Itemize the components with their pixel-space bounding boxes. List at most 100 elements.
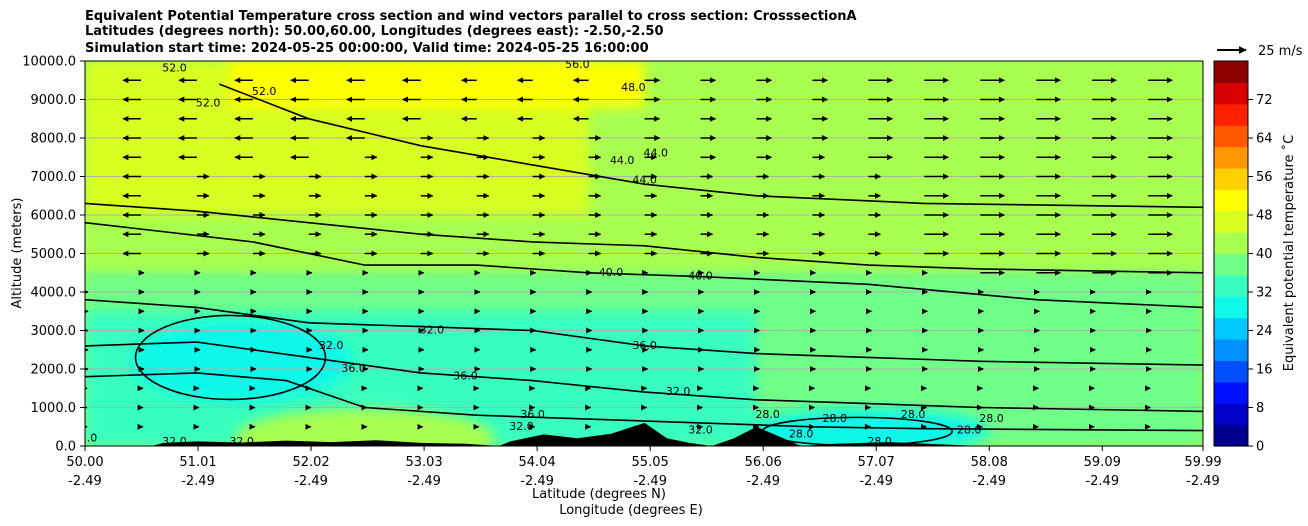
contour-label-14: 32.0 xyxy=(319,339,344,352)
contour-label-4: 48.0 xyxy=(621,81,646,94)
colorbar-tick-label-7: 56 xyxy=(1256,170,1273,185)
x-tick-label-lon-1: -2.49 xyxy=(181,474,215,489)
contour-40 xyxy=(85,298,1203,366)
y-tick-label-3: 3000.0 xyxy=(31,324,77,339)
y-tick-label-2: 2000.0 xyxy=(31,363,77,378)
x-tick-label-lat-2: 52.02 xyxy=(292,455,329,470)
contour-label-22: 28.0 xyxy=(901,408,926,421)
contour-label-6: 44.0 xyxy=(644,146,669,159)
y-tick-label-10: 10000.0 xyxy=(22,55,76,70)
quiver-key: 25 m/s xyxy=(1217,44,1303,59)
colorbar-tick-label-5: 40 xyxy=(1256,247,1273,262)
contour-label-13: 36.0 xyxy=(520,408,545,421)
colorbar-segment-10 xyxy=(1214,210,1248,233)
y-tick-label-5: 5000.0 xyxy=(31,247,77,262)
x-tick-label-lat-4: 54.04 xyxy=(519,455,556,470)
colorbar-tick-label-3: 24 xyxy=(1256,324,1273,339)
x-tick-label-lon-0: -2.49 xyxy=(68,474,102,489)
x-tick-label-lat-8: 58.08 xyxy=(971,455,1008,470)
y-tick-label-4: 4000.0 xyxy=(31,286,77,301)
contour-label-1: 52.0 xyxy=(162,62,187,75)
contour-label-10: 36.0 xyxy=(632,339,657,352)
y-tick-label-0: 0.0 xyxy=(55,440,76,455)
y-tick-label-7: 7000.0 xyxy=(31,170,77,185)
x-tick-label-lat-6: 56.06 xyxy=(745,455,782,470)
colorbar-segment-6 xyxy=(1214,296,1248,319)
terrain xyxy=(152,422,981,446)
contour-label-21: 28.0 xyxy=(823,412,848,425)
chart-title: Equivalent Potential Temperature cross s… xyxy=(85,9,857,56)
colorbar-tick-label-0: 0 xyxy=(1256,440,1264,455)
contour-label-11: 36.0 xyxy=(341,362,366,375)
x-tick-label-lon-9: -2.49 xyxy=(1085,474,1119,489)
x-tick-label-lat-1: 51.01 xyxy=(179,455,216,470)
colorbar-segment-7 xyxy=(1214,274,1248,297)
x-axis-ticks: 50.00 -2.49 51.01 -2.49 52.02 -2.49 53.03 -2.49… xyxy=(66,446,1222,489)
contour-label-15: 32.0 xyxy=(420,324,445,337)
colorbar-ticks: 0 8 16 24 32 40 48 56 64 72 xyxy=(1248,93,1273,455)
x-tick-label-lat-5: 55.05 xyxy=(632,455,669,470)
contour-label-25: 28.0 xyxy=(867,435,892,448)
colorbar-tick-label-4: 32 xyxy=(1256,286,1273,301)
y-axis-ticks: 0.0 1000.0 2000.0 3000.0 4000.0 5000.0 6000.0 7… xyxy=(22,55,85,455)
contour-label-26: 28.0 xyxy=(789,427,814,440)
contour-label-5: 44.0 xyxy=(610,154,635,167)
contour-label-24: 28.0 xyxy=(957,424,982,437)
colorbar-tick-label-2: 16 xyxy=(1256,363,1273,378)
filled-contours xyxy=(85,61,1203,446)
x-tick-label-lon-3: -2.49 xyxy=(407,474,441,489)
contour-52 xyxy=(219,83,1203,209)
title-line-3: Simulation start time: 2024-05-25 00:00:… xyxy=(85,41,649,56)
x-tick-label-lon-7: -2.49 xyxy=(859,474,893,489)
colorbar-segment-14 xyxy=(1214,125,1248,148)
colorbar-tick-label-8: 64 xyxy=(1256,132,1273,147)
x-tick-label-lat-9: 59.09 xyxy=(1084,455,1121,470)
contour-labels: 56.0 52.0 52.0 52.0 48.0 44.0 44.0 44.0 40.0 40.0… xyxy=(73,61,1004,448)
x-axis-label-latitude: Latitude (degrees N) xyxy=(532,487,666,502)
x-tick-label-lat-7: 57.07 xyxy=(858,455,895,470)
colorbar-segment-17 xyxy=(1214,61,1248,83)
colorbar-segment-2 xyxy=(1214,381,1248,404)
x-tick-label-lon-10: -2.49 xyxy=(1186,474,1220,489)
colorbar-segment-8 xyxy=(1214,253,1248,276)
colorbar-tick-label-1: 8 xyxy=(1256,401,1264,416)
contour-label-7: 44.0 xyxy=(632,173,657,186)
colorbar-segment-3 xyxy=(1214,360,1248,383)
colorbar-segment-13 xyxy=(1214,146,1248,169)
colorbar-segment-4 xyxy=(1214,339,1248,362)
colorbar-segment-0 xyxy=(1214,424,1248,447)
y-tick-label-8: 8000.0 xyxy=(31,132,77,147)
colorbar-tick-label-9: 72 xyxy=(1256,93,1273,108)
x-tick-label-lon-6: -2.49 xyxy=(746,474,780,489)
contour-label-16: 32.0 xyxy=(666,385,691,398)
contour-label-3: 52.0 xyxy=(252,85,277,98)
y-axis-label: Altitude (meters) xyxy=(10,198,25,309)
colorbar-tick-label-6: 48 xyxy=(1256,209,1273,224)
contour-label-19: 32.0 xyxy=(229,435,254,448)
y-tick-label-9: 9000.0 xyxy=(31,93,77,108)
x-tick-label-lon-8: -2.49 xyxy=(972,474,1006,489)
x-tick-label-lat-0: 50.00 xyxy=(66,455,103,470)
contour-48 xyxy=(85,202,1203,274)
x-tick-label-lon-4: -2.49 xyxy=(520,474,554,489)
x-tick-label-lat-10: 59.99 xyxy=(1184,455,1221,470)
x-tick-label-lon-5: -2.49 xyxy=(633,474,667,489)
colorbar-segment-16 xyxy=(1214,82,1248,105)
contour-label-12: 36.0 xyxy=(453,370,478,383)
y-tick-label-6: 6000.0 xyxy=(31,209,77,224)
contour-label-23: 28.0 xyxy=(979,412,1004,425)
y-tick-label-1: 1000.0 xyxy=(31,401,77,416)
x-tick-label-lat-3: 53.03 xyxy=(405,455,442,470)
fill-cold-pool xyxy=(131,321,352,402)
contour-label-20: 28.0 xyxy=(755,408,780,421)
x-axis-label-longitude: Longitude (degrees E) xyxy=(559,503,703,518)
contour-label-18: 32.0 xyxy=(162,435,187,448)
contour-label-17: 32.0 xyxy=(73,431,98,444)
wind-vectors xyxy=(85,77,1173,430)
colorbar-segment-1 xyxy=(1214,403,1248,426)
plot-area: 56.0 52.0 52.0 52.0 48.0 44.0 44.0 44.0 40.0 40.0… xyxy=(73,61,1203,448)
x-tick-label-lon-2: -2.49 xyxy=(294,474,328,489)
contour-label-28: 32.0 xyxy=(688,424,713,437)
colorbar: 0 8 16 24 32 40 48 56 64 72 Equivalent potential … xyxy=(1213,60,1297,455)
